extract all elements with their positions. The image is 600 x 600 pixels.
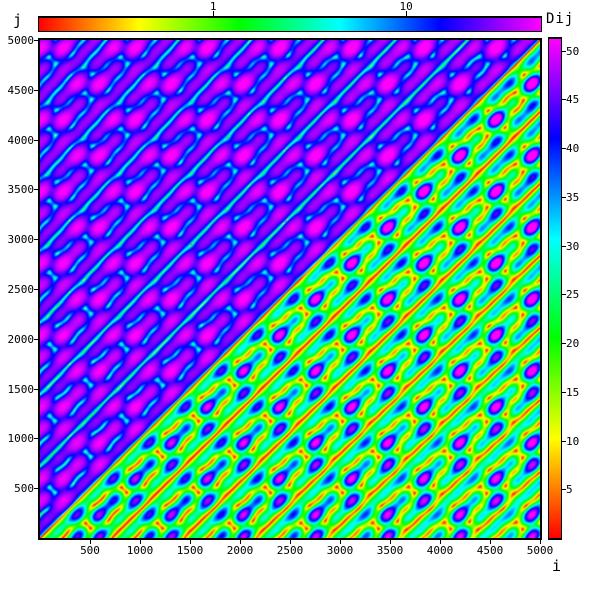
x-axis-tick-label: 2500 bbox=[276, 544, 304, 557]
x-axis-tick bbox=[540, 540, 541, 544]
x-axis-title: i bbox=[552, 557, 562, 575]
x-axis-tick-label: 3500 bbox=[376, 544, 404, 557]
y-axis-tick bbox=[34, 40, 38, 41]
plot-frame bbox=[38, 38, 542, 540]
right-colorbar-tick-label: 15 bbox=[566, 385, 580, 399]
top-colorbar-tick bbox=[406, 11, 408, 16]
right-colorbar-tick-label: 10 bbox=[566, 434, 580, 448]
y-axis-tick-label: 3500 bbox=[7, 183, 35, 197]
x-axis-tick bbox=[140, 540, 141, 544]
top-colorbar-tick-label: 1 bbox=[209, 0, 217, 13]
right-colorbar-tick bbox=[562, 245, 566, 247]
right-colorbar-tick bbox=[562, 196, 566, 198]
x-axis-tick-label: 2000 bbox=[226, 544, 254, 557]
y-axis-tick-label: 1000 bbox=[7, 432, 35, 446]
x-axis-tick-label: 1500 bbox=[176, 544, 204, 557]
y-axis-tick bbox=[34, 338, 38, 340]
y-axis-tick-label: 500 bbox=[14, 482, 34, 496]
y-axis-tick-label: 4000 bbox=[7, 133, 35, 147]
y-axis-tick bbox=[34, 89, 38, 91]
colorbar-title: Dij bbox=[546, 11, 575, 27]
y-axis-tick-label: 2000 bbox=[7, 332, 35, 346]
y-axis-tick bbox=[34, 239, 38, 241]
y-axis-title: j bbox=[13, 11, 23, 29]
y-axis-tick bbox=[34, 438, 38, 440]
x-axis-tick-label: 1000 bbox=[126, 544, 154, 557]
y-axis-tick bbox=[34, 189, 38, 191]
x-axis-tick bbox=[190, 540, 191, 544]
right-colorbar bbox=[548, 37, 562, 540]
y-axis-tick bbox=[34, 289, 38, 290]
right-colorbar-tick-label: 25 bbox=[566, 288, 580, 302]
x-axis-tick-label: 4500 bbox=[476, 544, 504, 557]
top-colorbar bbox=[38, 16, 542, 32]
x-axis-tick bbox=[240, 540, 241, 544]
right-colorbar-tick bbox=[562, 99, 566, 101]
x-axis-tick bbox=[290, 540, 291, 544]
x-axis-tick bbox=[390, 540, 391, 544]
x-axis-tick-label: 5000 bbox=[526, 544, 554, 557]
right-colorbar-tick bbox=[562, 294, 566, 296]
right-colorbar-tick-label: 35 bbox=[566, 190, 580, 204]
x-axis-tick-label: 500 bbox=[80, 544, 100, 557]
y-axis-tick-label: 5000 bbox=[7, 34, 35, 47]
right-colorbar-tick bbox=[562, 440, 566, 442]
y-axis-tick bbox=[34, 388, 38, 390]
y-axis-tick bbox=[34, 488, 38, 490]
right-colorbar-tick-label: 30 bbox=[566, 239, 580, 253]
x-axis-tick bbox=[90, 540, 91, 544]
x-axis-tick-label: 4000 bbox=[426, 544, 454, 557]
right-colorbar-tick-label: 40 bbox=[566, 142, 580, 156]
x-axis-tick bbox=[340, 540, 341, 544]
y-axis-tick-label: 4500 bbox=[7, 83, 35, 97]
top-colorbar-tick bbox=[213, 11, 215, 16]
right-colorbar-tick-label: 45 bbox=[566, 93, 580, 107]
right-colorbar-tick bbox=[562, 50, 566, 52]
distance-matrix-heatmap bbox=[40, 40, 540, 538]
y-axis-tick-label: 1500 bbox=[7, 382, 35, 396]
x-axis-tick bbox=[440, 540, 441, 544]
right-colorbar-tick-label: 5 bbox=[566, 483, 573, 497]
right-colorbar-tick bbox=[562, 343, 566, 345]
y-axis-tick bbox=[34, 139, 38, 141]
right-colorbar-tick bbox=[562, 489, 566, 491]
y-axis-tick-label: 3000 bbox=[7, 233, 35, 247]
x-axis-tick bbox=[490, 540, 491, 544]
top-colorbar-tick-label: 10 bbox=[399, 0, 413, 13]
right-colorbar-tick bbox=[562, 148, 566, 150]
x-axis-tick-label: 3000 bbox=[326, 544, 354, 557]
right-colorbar-tick bbox=[562, 391, 566, 393]
right-colorbar-tick-label: 20 bbox=[566, 337, 580, 351]
y-axis-tick-label: 2500 bbox=[7, 283, 35, 296]
right-colorbar-tick-label: 50 bbox=[566, 44, 580, 58]
